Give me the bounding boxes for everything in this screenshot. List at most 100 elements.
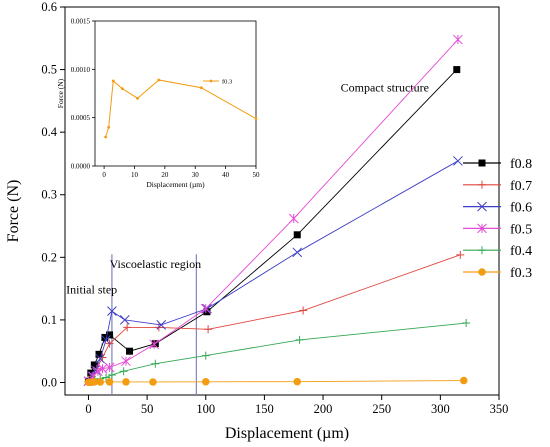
legend-marker-f0.3 [478,268,486,276]
data-point-f0.8 [293,231,301,239]
data-point-f0.6 [119,315,130,325]
series-line-f0.3 [88,380,464,383]
inset-data-point-f0.3 [104,135,108,139]
legend-label-f0.3: f0.3 [510,266,532,281]
legend-marker-f0.4 [478,246,486,255]
legend-label-f0.5: f0.5 [510,222,532,237]
y-axis-label: Force (N) [5,180,22,243]
data-point-f0.6 [292,247,303,258]
legend-marker-f0.7 [478,180,486,189]
x-tick-label: 0 [85,402,91,416]
data-point-f0.7 [456,250,465,259]
inset-data-point-f0.3 [199,86,203,90]
legend-marker-f0.8 [478,159,486,167]
y-tick-label: 0.4 [41,125,57,139]
data-point-f0.7 [299,306,308,315]
data-point-f0.5 [288,213,299,224]
x-tick-label: 200 [314,402,333,416]
data-point-f0.3 [122,378,130,386]
inset-y-tick-label: 0.0010 [71,66,91,74]
inset-data-point-f0.3 [107,125,111,129]
data-point-f0.4 [107,370,116,379]
inset-y-axis-label: Force (N) [56,78,65,108]
data-point-f0.5 [121,356,131,367]
x-tick-label: 150 [255,402,274,416]
data-point-f0.8 [453,66,461,74]
data-point-f0.8 [106,331,114,339]
series-line-f0.7 [88,254,461,382]
data-point-f0.5 [92,366,103,377]
inset-legend-label: f0.3 [222,79,232,86]
y-tick-label: 0.1 [41,313,57,327]
x-tick-label: 100 [196,402,215,416]
data-point-f0.6 [202,303,212,314]
legend-label-f0.6: f0.6 [510,201,532,216]
inset-data-point-f0.3 [157,78,161,82]
data-point-f0.6 [156,320,167,330]
data-point-f0.4 [462,319,471,328]
inset-data-point-f0.3 [111,79,115,83]
inset-data-point-f0.3 [136,96,139,100]
data-point-f0.3 [149,378,157,386]
data-point-f0.3 [202,378,210,386]
data-point-f0.3 [96,378,104,386]
y-tick-label: 0.0 [41,375,57,389]
data-point-f0.8 [101,333,109,341]
x-tick-label: 300 [431,402,450,416]
series-line-f0.6 [88,160,459,382]
data-point-f0.6 [107,306,117,316]
annotation-text: Compact structure [341,80,429,94]
inset-x-tick-label: 40 [222,171,230,179]
series-line-f0.4 [88,322,467,383]
plot-frame [64,6,500,396]
inset-y-tick-label: 0.0005 [71,114,91,122]
data-point-f0.4 [102,373,111,382]
legend-marker-f0.6 [477,201,487,212]
inset-y-tick-label: 0.0000 [71,163,91,171]
data-point-f0.8 [126,347,134,355]
inset-series-line-f0.3 [105,79,257,138]
y-tick-label: 0.2 [41,250,57,264]
data-point-f0.4 [295,335,304,344]
data-point-f0.4 [151,359,160,368]
data-point-f0.4 [201,351,210,360]
inset-x-tick-label: 30 [192,171,200,179]
data-point-f0.6 [95,353,106,364]
data-point-f0.3 [105,378,114,386]
data-point-f0.5 [200,303,211,314]
annotation-text: Viscoelastic region [110,257,202,271]
x-tick-label: 350 [490,402,509,416]
x-tick-label: 250 [372,402,391,416]
data-point-f0.7 [123,323,132,332]
y-tick-label: 0.5 [41,63,57,77]
main-plot: 0 50 100 150 200 250 300 3500.00.10.20.30.40.50… [5,0,508,442]
inset-plot: 0 10 20 30 40 50 0.0000 0.0005 0.0010 0.0015 Displ… [56,18,260,190]
data-point-f0.8 [87,369,95,377]
legend-label-f0.4: f0.4 [510,244,532,259]
legend-marker-f0.5 [477,223,487,234]
x-tick-label: 50 [141,402,154,416]
data-point-f0.7 [204,325,213,334]
data-point-f0.6 [453,156,463,166]
inset-x-tick-label: 50 [253,171,261,179]
inset-legend-marker [209,79,213,83]
y-tick-label: 0.6 [41,0,57,14]
inset-y-tick-label: 0.0015 [71,18,91,26]
data-point-f0.3 [460,376,468,385]
data-point-f0.5 [104,362,115,373]
legend-label-f0.7: f0.7 [510,179,532,194]
annotation-text: Initial step [66,283,117,297]
inset-data-point-f0.3 [120,87,124,91]
inset-x-tick-label: 20 [161,171,169,179]
data-point-f0.5 [149,339,159,350]
data-point-f0.5 [453,34,463,45]
data-point-f0.8 [203,308,211,316]
legend-label-f0.8: f0.8 [510,157,532,172]
data-point-f0.3 [293,377,301,386]
data-point-f0.4 [119,367,128,376]
inset-x-tick-label: 10 [131,171,139,179]
legend: f0.8 f0.7 f0.6 f0.5 f0.4 f0.3 [463,157,532,281]
data-point-f0.8 [95,350,103,358]
data-point-f0.7 [98,353,107,362]
